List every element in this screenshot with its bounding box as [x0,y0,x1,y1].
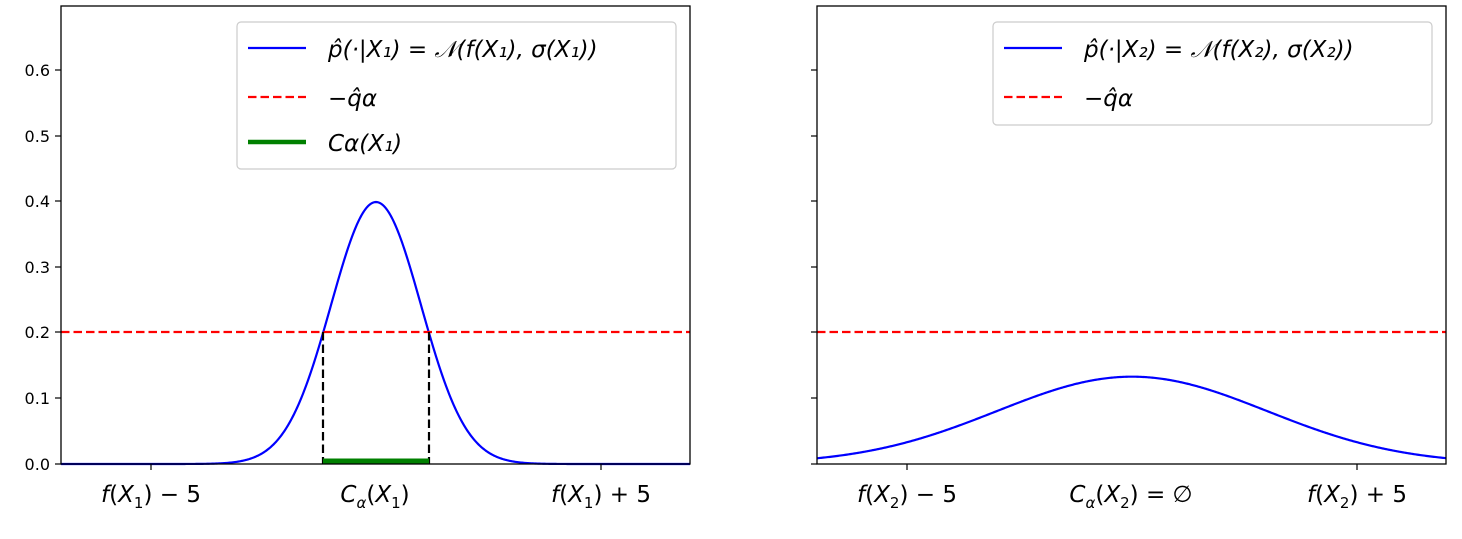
y-tick-label: 0.0 [25,455,50,474]
y-tick-label: 0.5 [25,127,50,146]
right-legend: p̂(·|X₂) = 𝒩(f(X₂), σ(X₂)) −q̂α [992,21,1433,126]
y-tick-label: 0.3 [25,258,50,277]
y-tick-label: 0.4 [25,192,50,211]
x-tick-label-plus: f(X2) + 5 [1307,482,1407,512]
left-panel: 0.0 0.1 0.2 0.3 0.4 0.5 0.6 f(X1) − 5 Cα… [25,5,691,512]
x-tick-label-minus: f(X1) − 5 [101,482,201,512]
right-axes-frame [816,5,1447,465]
right-x-axis: f(X2) − 5 Cα(X2) = ∅ f(X2) + 5 [857,464,1407,512]
x-tick-label-center: Cα(X2) = ∅ [1069,482,1192,512]
left-legend: p̂(·|X₁) = 𝒩(f(X₁), σ(X₁)) −q̂α Cα(X₁) [236,21,677,170]
left-axes-frame [60,5,691,465]
right-density-curve [816,375,1447,460]
legend-label-threshold: −q̂α [1084,86,1133,112]
left-y-axis: 0.0 0.1 0.2 0.3 0.4 0.5 0.6 [25,61,61,474]
right-panel: f(X2) − 5 Cα(X2) = ∅ f(X2) + 5 p̂(·|X₂) … [811,5,1447,512]
legend-label-threshold: −q̂α [328,86,377,112]
x-tick-label-minus: f(X2) − 5 [857,482,957,512]
y-tick-label: 0.1 [25,389,50,408]
y-tick-label: 0.6 [25,61,50,80]
x-tick-label-center: Cα(X1) [340,482,409,512]
x-tick-label-plus: f(X1) + 5 [551,482,651,512]
right-y-axis [811,69,817,465]
legend-box [992,21,1433,126]
legend-label-interval: Cα(X₁) [328,131,402,157]
left-x-axis: f(X1) − 5 Cα(X1) f(X1) + 5 [101,464,651,512]
y-tick-label: 0.2 [25,323,50,342]
legend-label-density: p̂(·|X₁) = 𝒩(f(X₁), σ(X₁)) [327,37,598,63]
legend-label-density: p̂(·|X₂) = 𝒩(f(X₂), σ(X₂)) [1083,37,1354,63]
legend-box [236,21,677,170]
